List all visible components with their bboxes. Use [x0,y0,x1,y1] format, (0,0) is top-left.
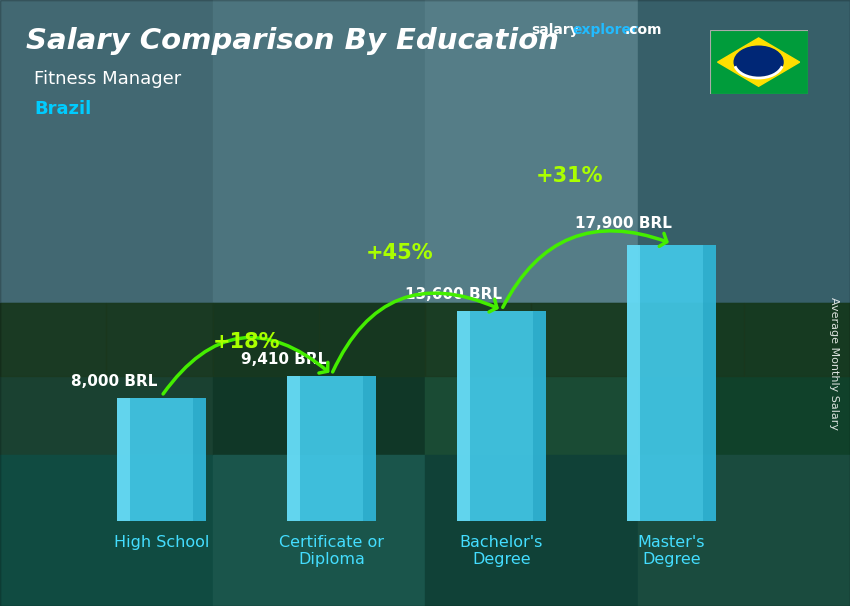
Bar [638,303,744,376]
Text: explorer: explorer [572,23,638,37]
Bar [0,0,212,333]
Bar [319,303,425,376]
Bar [531,303,638,376]
Bar [533,311,546,521]
Bar [638,454,850,606]
Bar [457,311,546,521]
Text: 17,900 BRL: 17,900 BRL [575,216,672,231]
Bar [425,303,531,376]
Text: 13,600 BRL: 13,600 BRL [405,287,502,302]
Text: Average Monthly Salary: Average Monthly Salary [829,297,839,430]
Bar [425,303,638,454]
Bar [703,245,716,521]
Bar [425,0,638,333]
Bar [287,376,376,521]
Bar [287,376,300,521]
Bar [627,245,640,521]
Text: 8,000 BRL: 8,000 BRL [71,373,157,388]
Polygon shape [717,38,800,86]
Bar [627,245,716,521]
Text: Brazil: Brazil [34,100,91,118]
Bar [744,303,850,376]
Bar [212,303,425,454]
Text: +31%: +31% [536,165,604,185]
Text: +18%: +18% [212,332,280,352]
Bar [212,303,319,376]
Bar [117,398,130,521]
Bar [638,303,850,454]
Bar [212,0,425,333]
Bar [638,0,850,333]
Bar [363,376,376,521]
Text: salary: salary [531,23,579,37]
Bar [212,454,425,606]
Bar [425,454,638,606]
Circle shape [734,46,783,78]
Bar [0,454,212,606]
Bar [0,303,106,376]
Bar [193,398,206,521]
Text: +45%: +45% [366,243,434,263]
Text: Salary Comparison By Education: Salary Comparison By Education [26,27,558,55]
Bar [0,303,212,454]
Bar [106,303,212,376]
Text: Fitness Manager: Fitness Manager [34,70,181,88]
Bar [117,398,206,521]
Text: 9,410 BRL: 9,410 BRL [241,351,327,367]
Bar [457,311,470,521]
Text: .com: .com [625,23,662,37]
